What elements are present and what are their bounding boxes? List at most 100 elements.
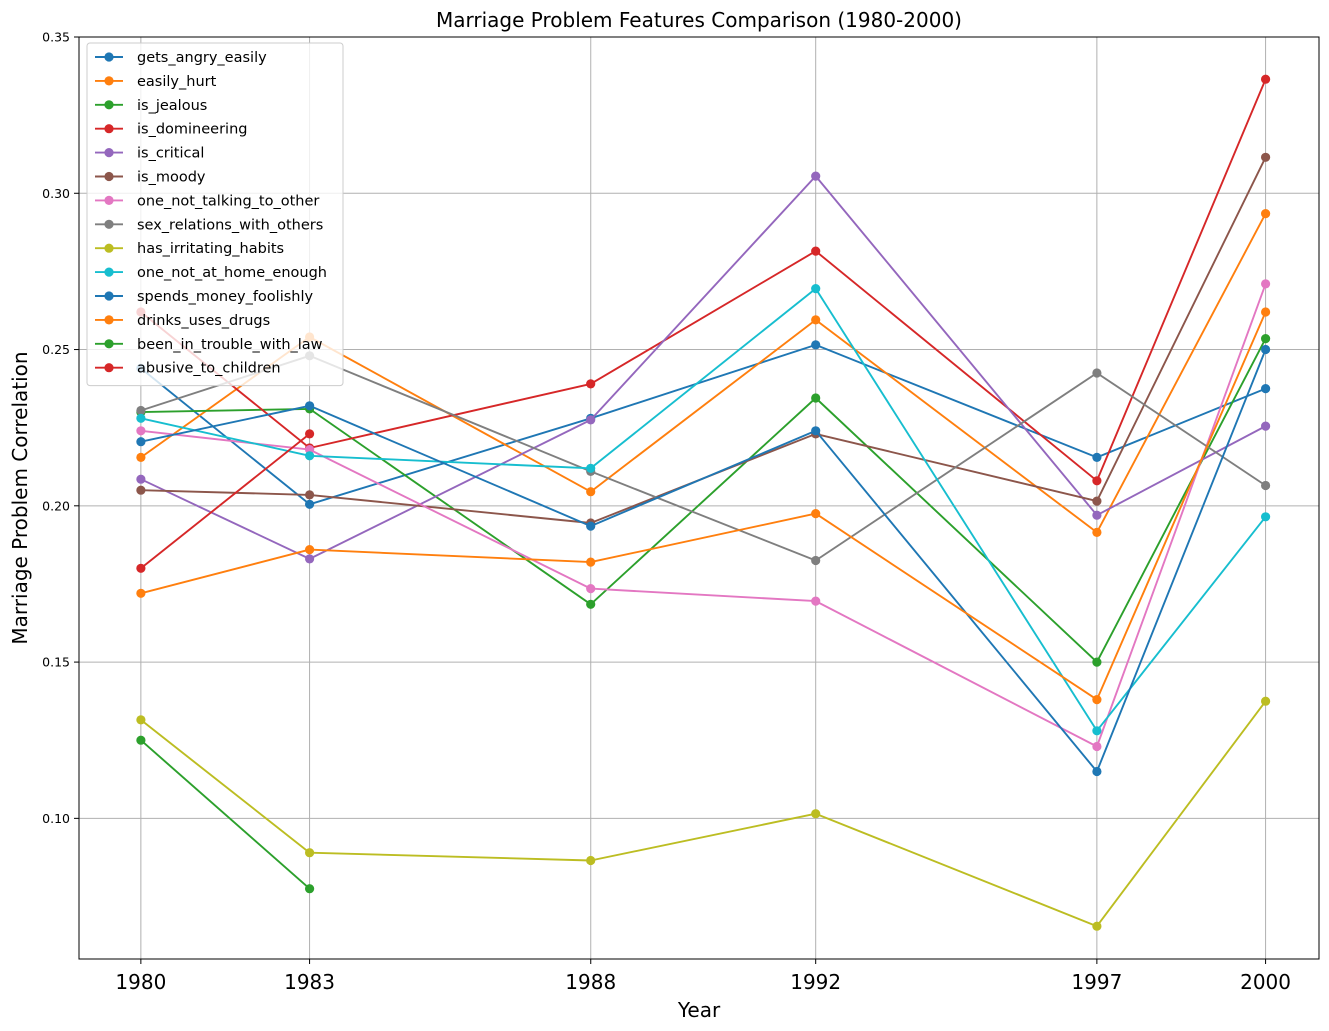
data-point (1092, 368, 1102, 378)
data-point (136, 485, 146, 495)
data-point (1261, 480, 1271, 491)
x-tick-label: 2000 (1240, 970, 1291, 994)
data-point (1092, 452, 1102, 462)
legend-item: spends_money_foolishly (95, 289, 313, 305)
x-axis-ticks: 1980 1983 1988 1992 1997 2000 (115, 959, 1291, 994)
legend-marker (104, 124, 114, 134)
series-has_irritating_habits (136, 696, 1271, 931)
legend-item: one_not_at_home_enough (95, 265, 327, 281)
data-point (136, 735, 146, 745)
y-axis-ticks: 0.10 0.15 0.20 0.25 0.30 0.35 (42, 30, 79, 826)
data-point (136, 413, 146, 423)
series-line (140, 311, 1267, 701)
data-point (1092, 657, 1102, 667)
y-tick-label: 0.20 (42, 498, 70, 513)
data-point (1092, 476, 1102, 486)
series-spends_money_foolishly (136, 344, 1271, 777)
data-point (1261, 74, 1271, 84)
legend-marker (104, 195, 114, 205)
legend-label: has_irritating_habits (137, 241, 284, 257)
data-point (811, 284, 821, 294)
series-line (140, 283, 1267, 748)
legend-label: one_not_at_home_enough (137, 265, 327, 281)
series-line (140, 739, 311, 890)
data-point (305, 545, 315, 555)
series-been_in_trouble_with_law (136, 735, 315, 894)
legend-label: spends_money_foolishly (137, 289, 313, 305)
data-point (811, 315, 821, 325)
legend-item: has_irritating_habits (95, 241, 284, 257)
legend-box (86, 42, 344, 387)
legend-marker (104, 243, 114, 253)
data-point (811, 171, 821, 181)
data-point (1261, 334, 1271, 344)
y-axis-label: Marriage Problem Correlation (8, 351, 32, 644)
plot-frame (78, 36, 1320, 960)
data-point (811, 426, 821, 436)
data-point (136, 437, 146, 447)
data-point (811, 246, 821, 256)
legend-item: is_critical (95, 146, 204, 162)
data-point (586, 415, 596, 425)
data-point (586, 599, 596, 609)
legend-label: easily_hurt (137, 74, 217, 90)
data-point (136, 715, 146, 725)
data-point (305, 401, 315, 411)
legend-marker (104, 171, 114, 182)
y-tick-label: 0.15 (42, 655, 70, 670)
legend-label: abusive_to_children (137, 361, 281, 377)
data-point (1261, 384, 1271, 394)
legend-item: is_moody (95, 170, 206, 186)
series-one_not_at_home_enough (136, 284, 1271, 736)
data-point (136, 588, 146, 598)
legend-marker (104, 363, 114, 373)
data-point (1261, 152, 1271, 162)
legend-label: is_jealous (137, 98, 207, 114)
legend-label: is_domineering (137, 122, 247, 138)
y-tick-label: 0.30 (42, 186, 70, 201)
data-point (1092, 726, 1102, 736)
series-line (140, 700, 1267, 928)
legend-marker (104, 267, 114, 277)
data-point (1092, 695, 1102, 705)
data-point (136, 474, 146, 484)
legend-marker (104, 76, 114, 86)
data-point (1092, 496, 1102, 506)
data-point (1092, 527, 1102, 538)
legend-item: is_jealous (95, 98, 207, 114)
data-point (1261, 209, 1271, 219)
legend-label: been_in_trouble_with_law (137, 337, 323, 353)
legend-label: gets_angry_easily (137, 50, 267, 66)
data-point (136, 405, 146, 416)
legend-marker (104, 52, 114, 62)
legend-item: been_in_trouble_with_law (95, 337, 323, 353)
data-point (586, 379, 596, 389)
data-point (811, 555, 821, 566)
series-line (140, 349, 1267, 773)
x-tick-label: 1980 (115, 970, 166, 994)
legend-item: is_domineering (95, 122, 247, 138)
legend-item: easily_hurt (95, 74, 217, 90)
data-point (586, 584, 596, 594)
legend-item: gets_angry_easily (95, 50, 267, 66)
data-point (305, 451, 315, 461)
data-point (1261, 421, 1271, 431)
x-axis-label: Year (677, 998, 721, 1022)
series-is_critical (136, 171, 1271, 564)
legend: gets_angry_easily easily_hurt is_jealousis… (86, 42, 344, 387)
y-tick-label: 0.25 (42, 342, 70, 357)
y-tick-label: 0.10 (42, 811, 70, 826)
data-point (1092, 741, 1102, 752)
x-tick-label: 1997 (1071, 970, 1122, 994)
data-point (811, 809, 821, 819)
data-point (305, 490, 315, 500)
legend-marker (104, 100, 114, 110)
legend-item: abusive_to_children (95, 361, 281, 377)
data-point (1261, 279, 1271, 289)
data-point (1092, 766, 1102, 777)
legend-item: one_not_talking_to_other (95, 193, 319, 209)
legend-marker (104, 339, 114, 349)
data-point (1261, 307, 1271, 317)
series-abusive_to_children (136, 429, 315, 573)
